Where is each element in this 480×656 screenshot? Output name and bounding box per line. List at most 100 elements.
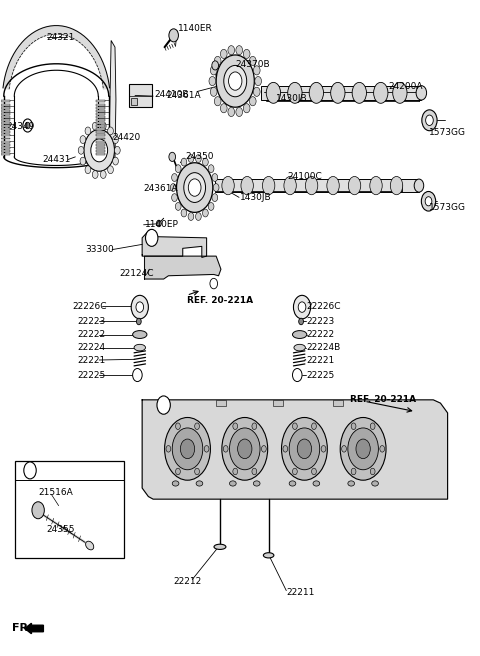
Circle shape <box>213 184 219 192</box>
Bar <box>1 147 10 149</box>
Circle shape <box>351 468 356 475</box>
Bar <box>1 140 10 142</box>
Circle shape <box>113 136 119 144</box>
Circle shape <box>243 104 250 113</box>
Circle shape <box>210 66 217 75</box>
Bar <box>333 400 343 406</box>
Circle shape <box>293 295 311 319</box>
Bar <box>96 129 105 131</box>
Bar <box>1 122 10 124</box>
Ellipse shape <box>132 331 147 338</box>
Text: 22124C: 22124C <box>120 269 154 278</box>
Circle shape <box>208 203 214 211</box>
Bar <box>96 119 105 121</box>
Bar <box>1 107 10 109</box>
Text: 24350: 24350 <box>185 152 214 161</box>
Text: REF. 20-221A: REF. 20-221A <box>187 296 252 305</box>
Ellipse shape <box>305 176 318 195</box>
Circle shape <box>203 209 208 217</box>
Bar <box>1 144 10 146</box>
Circle shape <box>292 423 297 430</box>
Text: 1573GG: 1573GG <box>429 203 466 212</box>
Text: 22224B: 22224B <box>307 343 341 352</box>
Circle shape <box>100 122 106 130</box>
Bar <box>1 150 10 152</box>
Circle shape <box>85 127 91 135</box>
Bar <box>1 153 10 155</box>
Circle shape <box>253 87 260 96</box>
Bar <box>96 138 105 140</box>
Circle shape <box>85 166 91 174</box>
Circle shape <box>220 104 227 113</box>
Ellipse shape <box>393 83 407 103</box>
Circle shape <box>136 302 144 312</box>
Circle shape <box>212 61 218 70</box>
Text: 22223: 22223 <box>78 317 106 326</box>
Bar <box>1 119 10 121</box>
Circle shape <box>255 77 262 86</box>
Circle shape <box>188 213 194 220</box>
Circle shape <box>425 197 432 206</box>
Bar <box>215 179 419 192</box>
Circle shape <box>262 445 266 452</box>
Ellipse shape <box>352 83 366 103</box>
Bar <box>96 131 105 133</box>
Circle shape <box>414 179 424 192</box>
Circle shape <box>180 439 195 459</box>
Bar <box>96 113 105 115</box>
Circle shape <box>78 146 84 154</box>
Circle shape <box>212 174 218 182</box>
Circle shape <box>113 157 119 165</box>
Circle shape <box>299 318 303 325</box>
Circle shape <box>92 171 98 178</box>
Text: 24200A: 24200A <box>388 82 422 91</box>
Polygon shape <box>109 41 116 158</box>
Bar <box>1 100 10 102</box>
Bar <box>96 116 105 118</box>
Circle shape <box>166 445 171 452</box>
Circle shape <box>23 119 33 132</box>
Circle shape <box>212 194 218 201</box>
Circle shape <box>243 49 250 58</box>
Bar <box>96 110 105 112</box>
Circle shape <box>176 468 180 475</box>
Bar <box>96 140 105 142</box>
Circle shape <box>283 445 288 452</box>
Circle shape <box>188 179 201 196</box>
Circle shape <box>195 423 199 430</box>
Circle shape <box>115 146 120 154</box>
Ellipse shape <box>172 481 179 486</box>
Text: 24349: 24349 <box>6 122 35 131</box>
Circle shape <box>215 56 221 66</box>
Circle shape <box>175 165 181 173</box>
Circle shape <box>165 417 210 480</box>
Ellipse shape <box>253 481 260 486</box>
Text: a: a <box>149 234 154 242</box>
Text: 21516A: 21516A <box>38 488 73 497</box>
Circle shape <box>321 445 326 452</box>
Bar <box>96 150 105 152</box>
Bar <box>96 104 105 106</box>
Circle shape <box>177 163 213 213</box>
Text: 24355: 24355 <box>47 525 75 534</box>
Circle shape <box>289 428 320 470</box>
Bar <box>1 113 10 115</box>
Circle shape <box>145 230 158 247</box>
Circle shape <box>209 77 216 86</box>
Text: 24100C: 24100C <box>288 172 323 181</box>
Bar <box>1 138 10 140</box>
Circle shape <box>169 29 179 42</box>
Circle shape <box>297 439 312 459</box>
Circle shape <box>228 46 235 55</box>
Circle shape <box>370 423 375 430</box>
Ellipse shape <box>266 83 281 103</box>
Ellipse shape <box>348 176 361 195</box>
Circle shape <box>195 213 201 220</box>
Text: 24410B: 24410B <box>154 91 189 99</box>
Bar <box>1 125 10 127</box>
Bar <box>96 134 105 136</box>
Text: 24321: 24321 <box>47 33 75 42</box>
Circle shape <box>181 158 187 166</box>
Circle shape <box>156 220 161 227</box>
Circle shape <box>108 127 113 135</box>
